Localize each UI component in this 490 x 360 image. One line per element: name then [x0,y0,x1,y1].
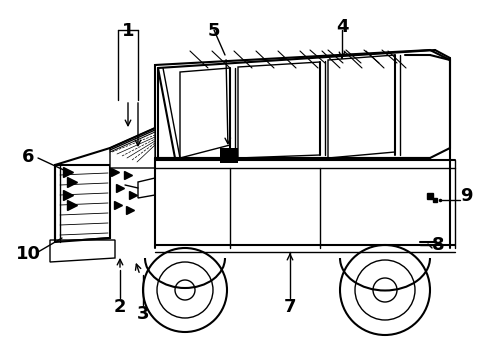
Polygon shape [238,62,320,158]
Text: 7: 7 [284,298,296,316]
Text: 9: 9 [460,187,472,205]
Polygon shape [180,68,230,158]
Polygon shape [155,50,450,158]
Text: 1: 1 [122,22,134,40]
Text: 4: 4 [336,18,348,36]
Text: 2: 2 [114,298,126,316]
Text: 10: 10 [16,245,41,263]
Polygon shape [55,165,110,242]
FancyBboxPatch shape [220,148,238,163]
Polygon shape [138,178,155,198]
Polygon shape [110,128,155,168]
Text: 8: 8 [432,236,444,254]
Polygon shape [328,55,395,158]
Text: 5: 5 [208,22,220,40]
Polygon shape [50,240,115,262]
Text: 6: 6 [22,148,34,166]
Text: 3: 3 [137,305,149,323]
